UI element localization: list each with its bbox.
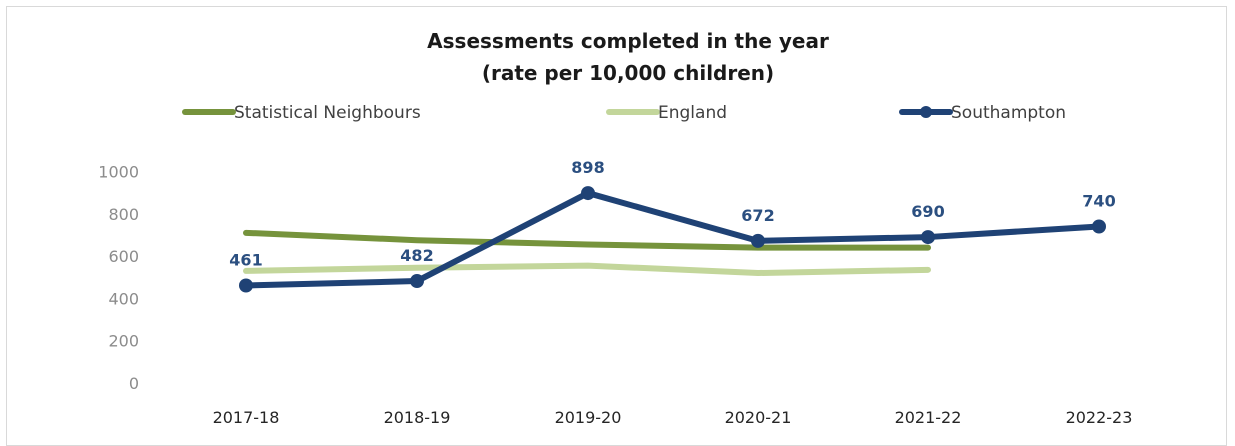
legend-marker	[920, 106, 932, 118]
x-tick-label: 2021-22	[895, 408, 962, 427]
x-tick-label: 2019-20	[555, 408, 622, 427]
chart-title-line1: Assessments completed in the year	[427, 29, 829, 53]
legend-item: Statistical Neighbours	[182, 103, 421, 123]
data-point	[410, 274, 424, 289]
chart-title-line2: (rate per 10,000 children)	[482, 61, 774, 85]
y-tick-label: 600	[108, 247, 139, 266]
legend-label: Southampton	[951, 103, 1066, 123]
legend: Statistical Neighbours England Southampton	[182, 103, 1066, 123]
data-point	[751, 233, 765, 248]
data-label: 898	[571, 158, 604, 177]
data-point	[1092, 219, 1106, 234]
x-tick-label: 2020-21	[725, 408, 792, 427]
data-point	[239, 278, 253, 293]
line-chart: Assessments completed in the year (rate …	[98, 29, 1133, 427]
y-axis: 0 200 400 600 800 1000	[98, 163, 139, 394]
plot-area: 461 482 898 672 690 740	[229, 158, 1116, 293]
data-label: 482	[400, 246, 433, 265]
series-line	[243, 229, 931, 251]
data-label: 672	[741, 206, 774, 225]
legend-label: England	[658, 103, 727, 123]
x-tick-label: 2022-23	[1066, 408, 1133, 427]
data-point	[581, 186, 595, 201]
y-tick-label: 200	[108, 332, 139, 351]
legend-item: Southampton	[899, 103, 1066, 123]
y-tick-label: 400	[108, 289, 139, 308]
x-axis: 2017-18 2018-19 2019-20 2020-21 2021-22 2022-…	[213, 408, 1133, 427]
y-tick-label: 800	[108, 205, 139, 224]
series-line	[243, 262, 931, 277]
legend-label: Statistical Neighbours	[234, 103, 421, 123]
y-tick-label: 1000	[98, 163, 139, 182]
y-tick-label: 0	[129, 374, 139, 393]
data-label: 690	[911, 202, 944, 221]
data-label: 740	[1082, 191, 1115, 210]
data-label: 461	[229, 250, 262, 269]
x-tick-label: 2017-18	[213, 408, 280, 427]
x-tick-label: 2018-19	[384, 408, 451, 427]
chart-frame: Assessments completed in the year (rate …	[6, 6, 1227, 446]
data-point	[921, 230, 935, 245]
series-line	[243, 190, 1102, 289]
legend-item: England	[606, 103, 727, 123]
